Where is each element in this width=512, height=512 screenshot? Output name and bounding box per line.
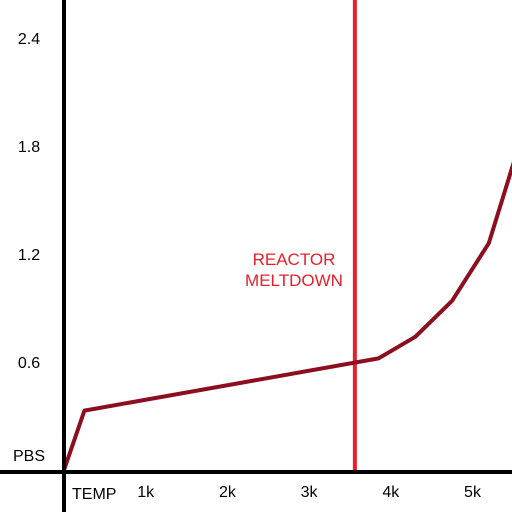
- y-tick-label: 1.2: [18, 247, 40, 264]
- annotation-label-2: MELTDOWN: [245, 271, 343, 290]
- annotation-label-1: REACTOR: [253, 250, 336, 269]
- series-layer: [62, 161, 512, 472]
- annotation-layer: REACTOR MELTDOWN: [245, 0, 357, 472]
- y-tick-label: 0.6: [18, 355, 40, 372]
- x-axis-label: TEMP: [72, 486, 116, 503]
- x-tick-label: 2k: [219, 484, 237, 501]
- series-line: [62, 161, 512, 472]
- x-tick-label: 3k: [301, 484, 319, 501]
- tick-layer: 1k 2k 3k 4k 5k 0.6 1.2 1.8 2.4: [18, 31, 482, 501]
- x-tick-label: 1k: [137, 484, 155, 501]
- y-tick-label: 1.8: [18, 139, 40, 156]
- x-tick-label: 5k: [464, 484, 482, 501]
- y-tick-label: 2.4: [18, 31, 40, 48]
- y-axis-label: PBS: [13, 448, 45, 465]
- x-tick-label: 4k: [382, 484, 400, 501]
